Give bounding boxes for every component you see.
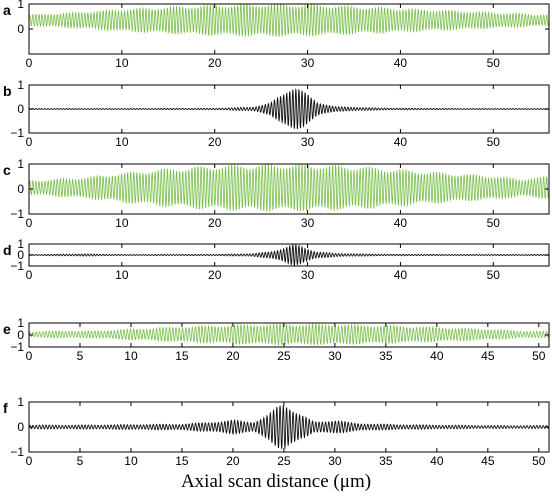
x-tick-label: 35 — [379, 349, 393, 363]
y-tick-label: 1 — [17, 316, 24, 330]
x-tick-label: 30 — [301, 268, 315, 282]
x-tick-label: 30 — [301, 216, 315, 230]
x-tick-label: 25 — [277, 454, 291, 468]
x-tick-label: 10 — [115, 216, 129, 230]
x-tick-label: 30 — [301, 56, 315, 70]
y-tick-label: 1 — [17, 0, 24, 11]
series-line-d — [29, 244, 549, 266]
x-tick-label: 25 — [277, 349, 291, 363]
y-tick-label: 1 — [17, 157, 24, 171]
x-tick-label: 5 — [77, 454, 84, 468]
panel-letter-f: f — [3, 400, 8, 416]
x-tick-label: 5 — [77, 349, 84, 363]
series-line-f — [29, 404, 549, 450]
x-tick-label: 20 — [208, 268, 222, 282]
x-axis-label: Axial scan distance (μm) — [181, 471, 371, 492]
x-tick-label: 40 — [430, 454, 444, 468]
x-tick-label: 40 — [394, 216, 408, 230]
x-tick-label: 0 — [26, 56, 33, 70]
x-tick-label: 45 — [481, 454, 495, 468]
y-tick-label: 0 — [17, 102, 24, 116]
y-tick-label: 1 — [17, 237, 24, 251]
x-tick-label: 0 — [26, 216, 33, 230]
x-tick-label: 0 — [26, 268, 33, 282]
panel-letter-e: e — [3, 321, 11, 337]
x-tick-label: 10 — [115, 135, 129, 149]
y-tick-label: 1 — [17, 395, 24, 409]
x-tick-label: 15 — [175, 454, 189, 468]
panel-letter-b: b — [3, 83, 12, 99]
x-tick-label: 45 — [481, 349, 495, 363]
x-tick-label: 30 — [301, 135, 315, 149]
panel-letter-a: a — [3, 2, 11, 18]
y-tick-label: −1 — [10, 340, 24, 354]
x-tick-label: 20 — [208, 56, 222, 70]
x-tick-label: 0 — [26, 135, 33, 149]
x-tick-label: 40 — [394, 56, 408, 70]
series-line-c — [29, 164, 549, 213]
x-tick-label: 15 — [175, 349, 189, 363]
x-tick-label: 30 — [328, 454, 342, 468]
x-tick-label: 20 — [208, 135, 222, 149]
x-tick-label: 20 — [226, 454, 240, 468]
y-tick-label: 0 — [17, 182, 24, 196]
x-tick-label: 50 — [487, 56, 501, 70]
y-tick-label: −1 — [10, 259, 24, 273]
x-tick-label: 20 — [208, 216, 222, 230]
series-line-a — [29, 4, 549, 38]
series-line-b — [29, 88, 549, 129]
y-tick-label: −1 — [10, 126, 24, 140]
y-tick-label: −1 — [10, 207, 24, 221]
y-tick-label: 1 — [17, 78, 24, 92]
x-tick-label: 10 — [115, 268, 129, 282]
x-tick-label: 10 — [124, 349, 138, 363]
x-tick-label: 50 — [487, 216, 501, 230]
x-tick-label: 30 — [328, 349, 342, 363]
x-tick-label: 40 — [430, 349, 444, 363]
x-tick-label: 10 — [124, 454, 138, 468]
x-tick-label: 10 — [115, 56, 129, 70]
y-tick-label: −1 — [10, 445, 24, 459]
x-tick-label: 50 — [532, 349, 546, 363]
x-tick-label: 35 — [379, 454, 393, 468]
x-tick-label: 20 — [226, 349, 240, 363]
x-tick-label: 0 — [26, 349, 33, 363]
x-tick-label: 40 — [394, 268, 408, 282]
x-tick-label: 50 — [487, 268, 501, 282]
y-tick-label: 0 — [17, 22, 24, 36]
x-tick-label: 50 — [532, 454, 546, 468]
y-tick-label: 0 — [17, 420, 24, 434]
panel-letter-d: d — [3, 242, 12, 258]
series-line-e — [29, 323, 549, 347]
y-tick-label: 0 — [17, 328, 24, 342]
y-tick-label: 0 — [17, 248, 24, 262]
x-tick-label: 0 — [26, 454, 33, 468]
x-tick-label: 50 — [487, 135, 501, 149]
x-tick-label: 40 — [394, 135, 408, 149]
panel-letter-c: c — [3, 162, 11, 178]
